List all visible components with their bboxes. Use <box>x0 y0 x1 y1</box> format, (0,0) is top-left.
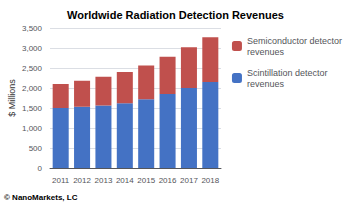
svg-text:2012: 2012 <box>73 176 91 185</box>
svg-text:2014: 2014 <box>116 176 134 185</box>
svg-text:1,500: 1,500 <box>22 104 43 113</box>
svg-text:$ Millions: $ Millions <box>7 79 17 117</box>
svg-text:2013: 2013 <box>95 176 113 185</box>
svg-text:2,000: 2,000 <box>22 84 43 93</box>
svg-text:0: 0 <box>38 164 43 173</box>
svg-text:revenues: revenues <box>247 47 285 57</box>
svg-text:500: 500 <box>29 144 43 153</box>
svg-text:© NanoMarkets, LC: © NanoMarkets, LC <box>4 193 78 202</box>
svg-text:1,000: 1,000 <box>22 124 43 133</box>
svg-text:revenues: revenues <box>247 79 285 89</box>
svg-text:2011: 2011 <box>52 176 70 185</box>
svg-text:2,500: 2,500 <box>22 64 43 73</box>
svg-text:3,000: 3,000 <box>22 44 43 53</box>
svg-text:Scintillation detector: Scintillation detector <box>247 68 328 78</box>
svg-text:3,500: 3,500 <box>22 24 43 33</box>
svg-text:Semiconductor detector: Semiconductor detector <box>247 36 342 46</box>
svg-text:Worldwide Radiation Detection: Worldwide Radiation Detection Revenues <box>67 9 284 21</box>
svg-text:2015: 2015 <box>137 176 155 185</box>
svg-text:2017: 2017 <box>180 176 198 185</box>
svg-text:2016: 2016 <box>159 176 177 185</box>
svg-text:2018: 2018 <box>201 176 219 185</box>
